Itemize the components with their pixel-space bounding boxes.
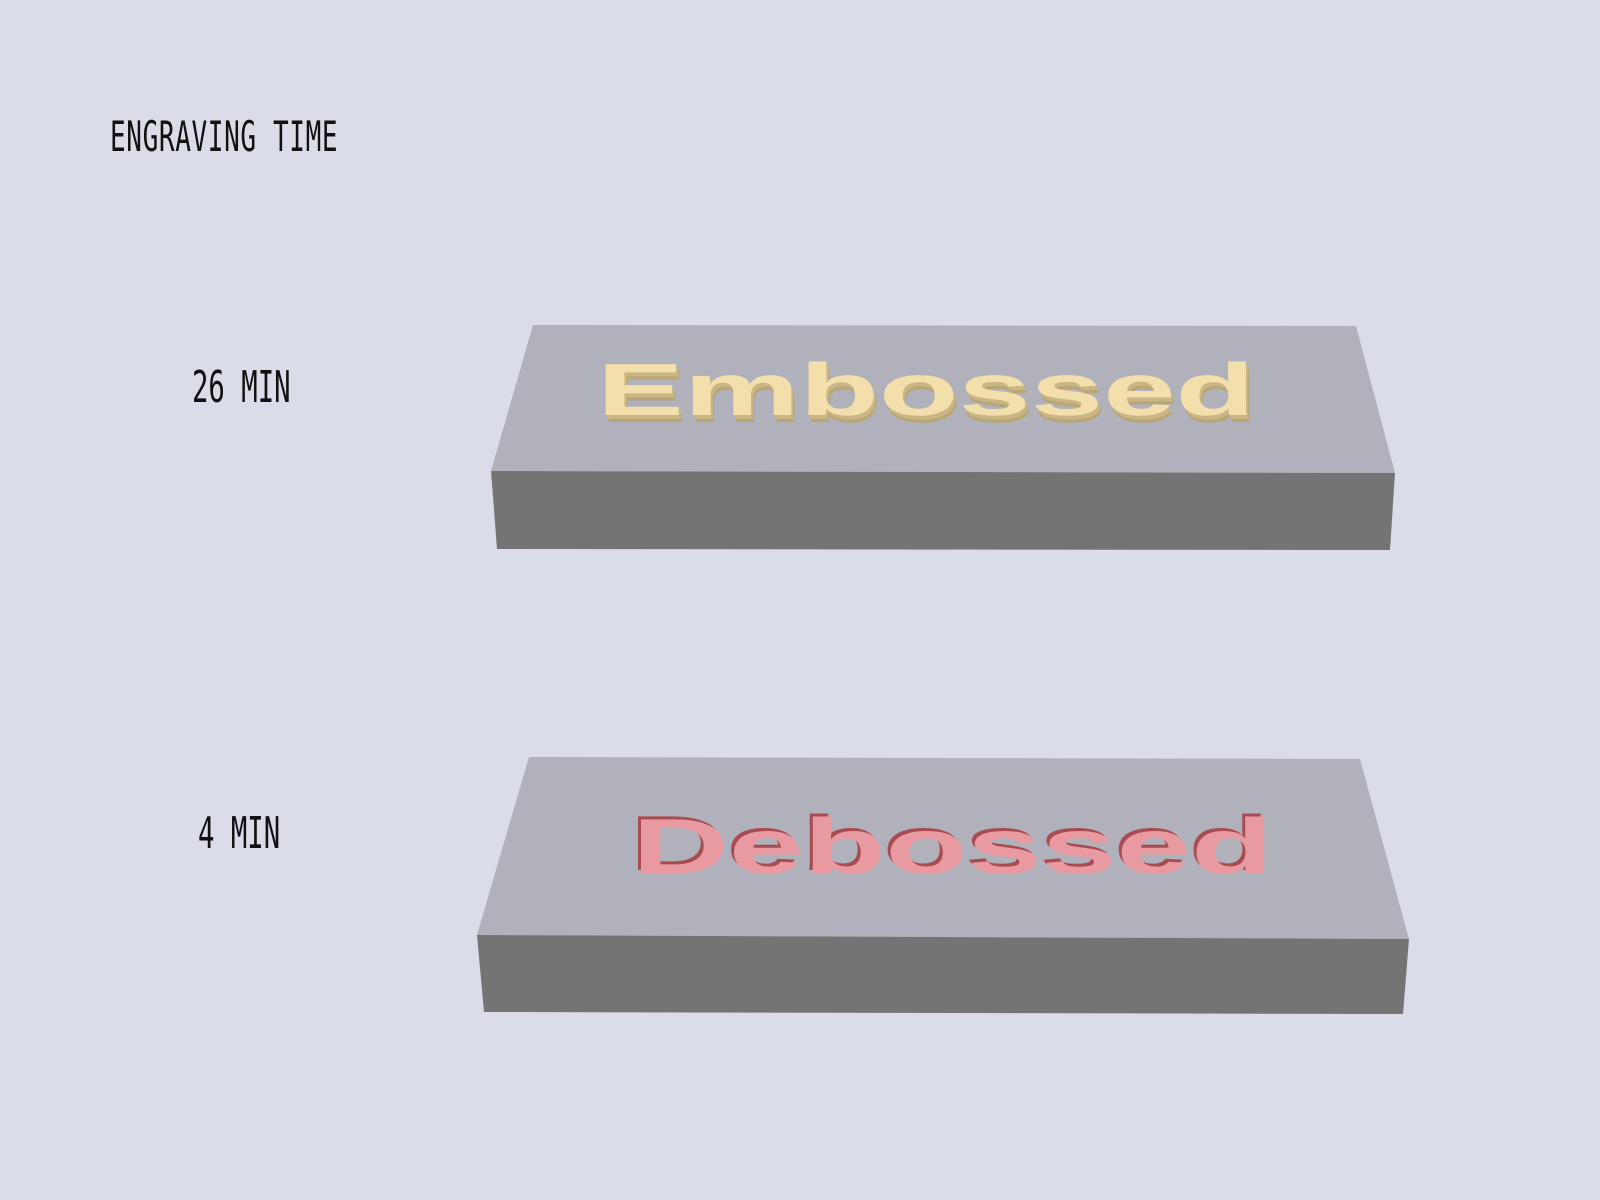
embossed-text-side: Embossed — [600, 355, 1258, 438]
debossed-block-top — [477, 757, 1409, 939]
debossed-block: Debossed Debossed — [477, 757, 1409, 1014]
debossed-text-shadow: Debossed — [629, 799, 1270, 887]
debossed-block-front — [477, 935, 1409, 1014]
embossed-block-front — [491, 471, 1395, 550]
embossed-time-label: 26 MIN — [192, 362, 291, 413]
debossed-time-label: 4 MIN — [198, 808, 281, 859]
page-title: ENGRAVING TIME — [110, 112, 339, 161]
embossed-text-side: Embossed — [599, 352, 1257, 435]
embossed-text: Embossed — [597, 348, 1255, 431]
embossed-block: Embossed Embossed Embossed — [491, 325, 1395, 550]
debossed-text: Debossed — [632, 802, 1273, 890]
embossed-block-top — [491, 325, 1395, 473]
